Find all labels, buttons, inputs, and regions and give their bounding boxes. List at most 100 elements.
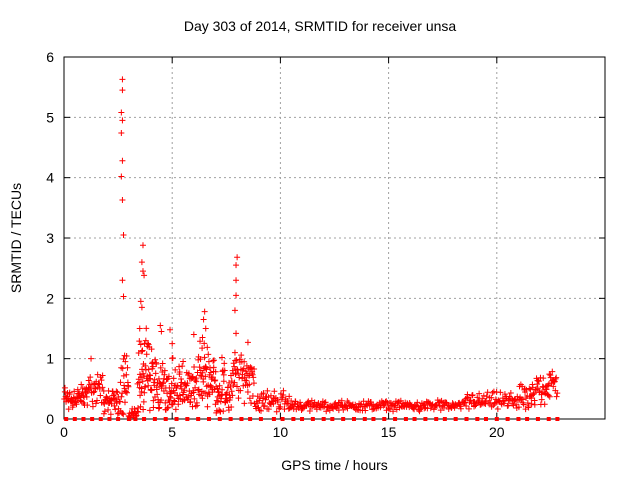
data-point	[550, 383, 557, 390]
data-point	[212, 368, 219, 375]
data-point	[170, 375, 177, 382]
data-point	[194, 402, 201, 409]
data-point	[193, 375, 200, 382]
data-point	[134, 408, 141, 415]
data-point	[175, 401, 182, 408]
data-point	[143, 325, 150, 332]
data-point	[515, 404, 522, 411]
data-point	[461, 399, 468, 406]
data-point	[326, 407, 333, 414]
zero-point	[258, 417, 263, 421]
data-point	[218, 392, 225, 399]
data-point	[362, 407, 369, 414]
data-point	[256, 397, 263, 404]
data-point	[261, 402, 268, 409]
data-point	[179, 363, 186, 370]
data-point	[271, 388, 278, 395]
data-point	[545, 392, 552, 399]
data-point	[155, 375, 162, 382]
zero-point	[142, 417, 147, 421]
data-point	[176, 392, 183, 399]
data-point	[118, 393, 125, 400]
data-point	[231, 349, 238, 356]
data-point	[165, 373, 172, 380]
data-point	[88, 355, 95, 362]
data-point	[152, 356, 159, 363]
data-point	[546, 371, 553, 378]
zero-point	[185, 417, 190, 421]
data-point	[274, 398, 281, 405]
data-point	[122, 358, 129, 365]
data-point	[216, 407, 223, 414]
data-point	[204, 344, 211, 351]
data-point	[142, 383, 149, 390]
zero-point	[516, 417, 521, 421]
data-point	[148, 346, 155, 353]
data-point	[553, 374, 560, 381]
data-point	[151, 376, 158, 383]
data-point	[180, 358, 187, 365]
data-point	[231, 379, 238, 386]
grid-lines	[64, 57, 605, 419]
data-point	[488, 394, 495, 401]
data-point	[203, 366, 210, 373]
data-point	[148, 360, 155, 367]
zero-point	[382, 417, 387, 421]
data-point	[185, 370, 192, 377]
data-point	[249, 371, 256, 378]
data-point	[171, 398, 178, 405]
data-point	[157, 364, 164, 371]
data-point	[124, 364, 131, 371]
data-point	[86, 386, 93, 393]
data-point	[72, 398, 79, 405]
data-point	[161, 371, 168, 378]
data-point	[140, 398, 147, 405]
data-point	[247, 364, 254, 371]
data-point	[471, 398, 478, 405]
data-point	[228, 388, 235, 395]
data-point	[220, 371, 227, 378]
data-point	[285, 400, 292, 407]
data-point	[205, 351, 212, 358]
data-point	[139, 378, 146, 385]
data-point	[212, 377, 219, 384]
data-point	[118, 130, 125, 137]
data-point	[449, 400, 456, 407]
x-tick-label: 0	[60, 424, 68, 440]
data-point	[118, 109, 125, 116]
data-point	[137, 403, 144, 410]
data-point	[220, 408, 227, 415]
data-point	[306, 408, 313, 415]
data-point	[121, 399, 128, 406]
zero-point	[483, 417, 488, 421]
data-point	[531, 390, 538, 397]
data-point	[250, 374, 257, 381]
data-point	[111, 395, 118, 402]
data-point	[497, 389, 504, 396]
data-point	[244, 339, 251, 346]
x-tick-label: 20	[489, 424, 505, 440]
data-point	[534, 385, 541, 392]
data-point	[464, 394, 471, 401]
data-point	[225, 407, 232, 414]
data-point	[125, 383, 132, 390]
zero-point	[423, 417, 428, 421]
zero-point	[321, 417, 326, 421]
data-point	[156, 379, 163, 386]
data-point	[162, 399, 169, 406]
data-point	[136, 371, 143, 378]
data-point	[545, 381, 552, 388]
zero-point	[475, 417, 480, 421]
zero-point	[362, 417, 367, 421]
zero-point	[163, 417, 168, 421]
data-point	[92, 400, 99, 407]
data-point	[89, 398, 96, 405]
data-point	[153, 361, 160, 368]
data-point	[199, 395, 206, 402]
y-tick-label: 6	[46, 49, 54, 65]
data-point	[430, 406, 437, 413]
data-point	[119, 410, 126, 417]
data-point	[369, 406, 376, 413]
data-point	[65, 406, 72, 413]
data-point	[194, 369, 201, 376]
